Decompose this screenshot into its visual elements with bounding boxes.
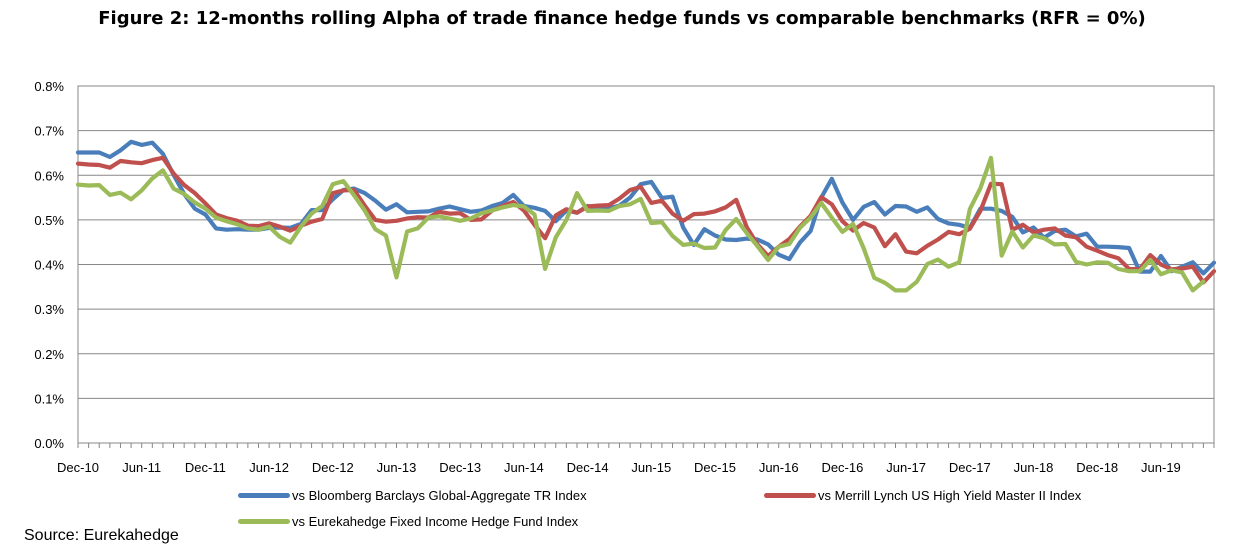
legend-item-merrill-lynch: vs Merrill Lynch US High Yield Master II… (764, 488, 1081, 503)
series-lines (75, 139, 1217, 293)
x-tick-label: Jun-15 (631, 460, 671, 475)
y-tick-label: 0.3% (34, 302, 64, 317)
y-tick-label: 0.0% (34, 436, 64, 451)
y-tick-label: 0.4% (34, 258, 64, 273)
y-axis: 0.0% 0.1% 0.2% 0.3% 0.4% 0.5% 0.6% 0.7% 0.8% (34, 79, 64, 451)
legend-item-eurekahedge: vs Eurekahedge Fixed Income Hedge Fund I… (238, 514, 578, 529)
x-tick-label: Dec-12 (312, 460, 354, 475)
x-tick-label: Dec-13 (439, 460, 481, 475)
gridlines (77, 85, 1215, 444)
x-tick-label: Jun-16 (759, 460, 799, 475)
x-axis: Dec-10 Jun-11 Dec-11 Jun-12 Dec-12 Jun-13 Dec-… (57, 443, 1215, 475)
x-tick-label: Jun-12 (249, 460, 289, 475)
x-tick-label: Dec-16 (821, 460, 863, 475)
x-tick-label: Jun-13 (377, 460, 417, 475)
x-tick-label: Dec-18 (1076, 460, 1118, 475)
source-note: Source: Eurekahedge (24, 527, 179, 544)
y-tick-label: 0.7% (34, 124, 64, 139)
x-tick-label: Jun-19 (1141, 460, 1181, 475)
legend-label-eurekahedge: vs Eurekahedge Fixed Income Hedge Fund I… (292, 514, 579, 529)
legend-swatch-merrill-lynch (764, 493, 816, 498)
x-tick-label: Jun-11 (122, 460, 161, 475)
series-line-eurekahedge (75, 155, 1206, 293)
chart-title: Figure 2: 12-months rolling Alpha of tra… (98, 8, 1146, 29)
legend-swatch-bloomberg (238, 493, 290, 498)
y-tick-label: 0.5% (34, 213, 64, 228)
x-tick-label: Jun-14 (504, 460, 544, 475)
x-tick-label: Jun-18 (1014, 460, 1054, 475)
legend-label-merrill-lynch: vs Merrill Lynch US High Yield Master II… (818, 488, 1082, 503)
x-tick-label: Dec-15 (694, 460, 736, 475)
y-tick-label: 0.8% (34, 79, 64, 94)
y-tick-label: 0.1% (34, 391, 64, 406)
x-tick-label: Dec-11 (185, 460, 226, 475)
legend-label-bloomberg: vs Bloomberg Barclays Global-Aggregate T… (292, 488, 587, 503)
y-tick-label: 0.6% (34, 168, 64, 183)
x-tick-label: Dec-17 (949, 460, 991, 475)
x-tick-label: Dec-14 (567, 460, 609, 475)
legend-swatch-eurekahedge (238, 519, 290, 524)
x-tick-label: Jun-17 (886, 460, 926, 475)
legend-item-bloomberg: vs Bloomberg Barclays Global-Aggregate T… (238, 488, 587, 503)
series-line-merrill-lynch (75, 155, 1217, 285)
y-tick-label: 0.2% (34, 347, 64, 362)
x-tick-label: Dec-10 (57, 460, 99, 475)
